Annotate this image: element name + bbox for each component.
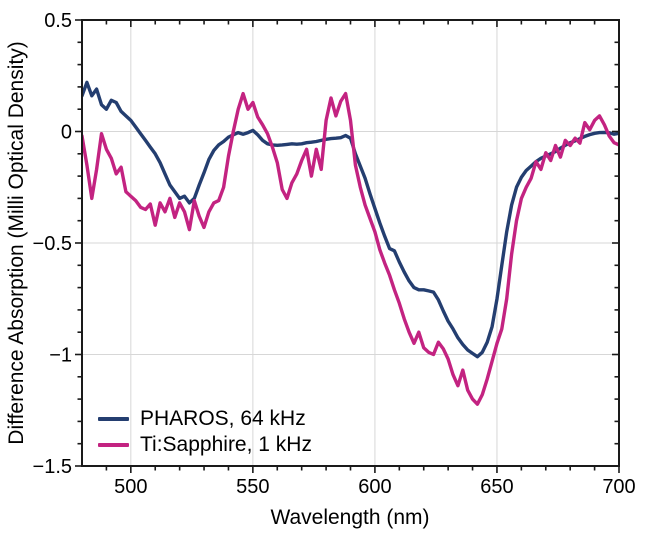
x-tick-label: 550	[236, 476, 269, 498]
y-tick-label: −1	[49, 345, 72, 367]
x-axis-label: Wavelength (nm)	[270, 506, 429, 529]
legend-item-pharos: PHAROS, 64 kHz	[98, 406, 312, 431]
y-axis-label: Difference Absorption (Milli Optical Den…	[5, 41, 28, 444]
y-tick-label: 0.5	[44, 10, 72, 32]
x-tick-label: 500	[114, 476, 147, 498]
y-tick-label: −0.5	[33, 233, 72, 255]
axes	[75, 19, 620, 473]
tisapphire-legend-label: Ti:Sapphire, 1 kHz	[140, 433, 312, 456]
legend: PHAROS, 64 kHz Ti:Sapphire, 1 kHz	[98, 406, 312, 457]
pharos-line-swatch	[98, 416, 129, 421]
series-lines	[82, 80, 619, 406]
x-tick-label: 650	[480, 476, 513, 498]
tisapphire-line-swatch	[98, 442, 129, 447]
x-tick-label: 700	[602, 476, 635, 498]
tick-labels: 500 550 600 650 700 0.5 0 −0.5 −1 −1.5	[33, 10, 636, 498]
pharos-legend-label: PHAROS, 64 kHz	[140, 407, 306, 430]
y-tick-label: −1.5	[33, 456, 72, 478]
y-tick-label: 0	[61, 122, 72, 144]
legend-item-tisapphire: Ti:Sapphire, 1 kHz	[98, 432, 312, 457]
gridlines	[82, 20, 619, 466]
series-line-pharos	[82, 80, 619, 359]
x-tick-label: 600	[358, 476, 391, 498]
series-line-tisapphire	[82, 91, 619, 406]
